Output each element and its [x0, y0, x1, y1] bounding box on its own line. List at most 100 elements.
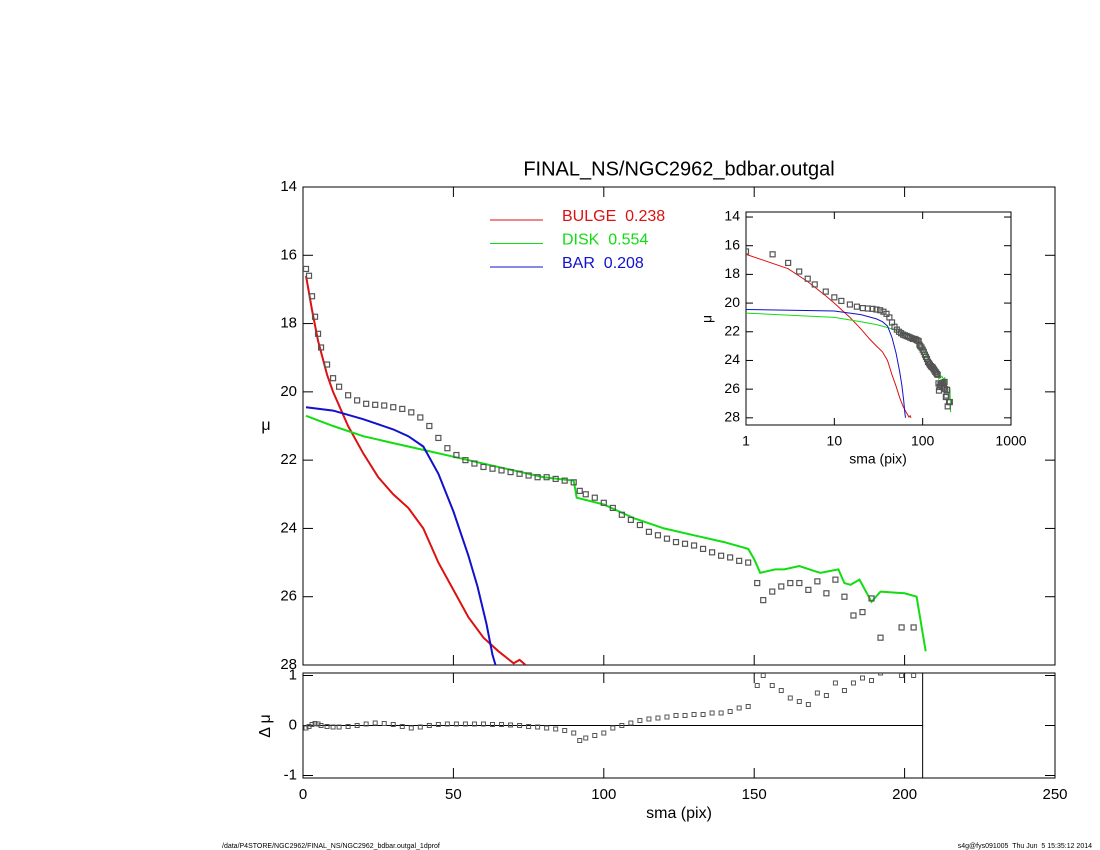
- data-point: [516, 470, 523, 477]
- data-point: [933, 370, 941, 378]
- residual-point: [841, 688, 847, 693]
- data-point: [314, 330, 322, 337]
- data-point: [769, 251, 776, 258]
- data-point: [838, 297, 845, 305]
- data-point: [372, 401, 379, 408]
- residual-point: [805, 702, 811, 707]
- residual-point: [318, 723, 324, 728]
- data-point: [841, 593, 848, 600]
- data-point: [853, 303, 860, 310]
- data-point: [534, 474, 541, 481]
- plot-frame: [745, 211, 1012, 426]
- y-tick-label: 16: [280, 246, 297, 263]
- x-tick-label: 10: [827, 433, 843, 449]
- y-tick-label: 28: [724, 409, 740, 425]
- residual-point: [444, 721, 450, 727]
- model-line: [305, 275, 527, 665]
- x-axis-label: sma (pix): [646, 805, 712, 822]
- residual-point: [508, 722, 514, 728]
- data-point: [543, 474, 550, 481]
- x-tick-label: 100: [911, 433, 935, 449]
- y-tick-label: 14: [724, 208, 740, 224]
- data-point: [778, 583, 785, 590]
- data-point: [877, 634, 884, 641]
- data-point: [727, 554, 734, 561]
- residual-point: [796, 699, 802, 704]
- residual-point: [390, 722, 396, 727]
- residual-point: [462, 721, 468, 727]
- residual-point: [490, 722, 496, 727]
- data-point: [561, 477, 568, 484]
- residual-point: [601, 730, 607, 736]
- residual-point: [850, 680, 856, 686]
- data-point: [636, 521, 643, 529]
- residual-point: [312, 721, 318, 726]
- y-tick-label: 0: [289, 716, 297, 733]
- residual-point: [700, 712, 706, 717]
- y-tick-label: 24: [724, 351, 740, 367]
- residual-point: [760, 673, 766, 678]
- residual-point: [336, 724, 342, 730]
- data-point: [381, 402, 388, 409]
- residual-point: [517, 723, 523, 728]
- data-point: [323, 361, 331, 368]
- residual-point: [480, 721, 486, 727]
- y-tick-label: 26: [724, 380, 740, 396]
- residual-point: [426, 723, 432, 728]
- model-line: [305, 414, 927, 652]
- residual-point: [769, 683, 775, 688]
- data-point: [869, 305, 876, 312]
- data-point: [769, 588, 776, 595]
- data-point: [335, 383, 343, 390]
- y-tick-label: 28: [280, 656, 297, 673]
- data-point: [859, 608, 866, 616]
- data-point: [868, 595, 875, 602]
- residual-point: [869, 678, 875, 683]
- data-point: [329, 375, 337, 382]
- plot-area: [303, 265, 927, 665]
- data-point: [873, 306, 880, 313]
- data-point: [681, 540, 689, 547]
- data-point: [941, 378, 948, 386]
- data-point: [746, 248, 750, 255]
- y-tick-label: 16: [724, 236, 740, 252]
- residual-point: [878, 673, 884, 676]
- residual-point: [345, 724, 351, 729]
- residual-point: [453, 721, 459, 727]
- y-tick-label: 20: [724, 294, 740, 310]
- data-point: [591, 494, 598, 501]
- residual-point: [899, 673, 905, 678]
- residual-point: [637, 718, 643, 723]
- data-point: [796, 268, 803, 275]
- x-tick-label: 50: [445, 786, 462, 803]
- data-point: [708, 549, 716, 556]
- data-point: [426, 422, 433, 430]
- x-tick-label: 150: [742, 786, 767, 803]
- data-point: [354, 397, 361, 404]
- data-point: [305, 272, 313, 279]
- data-point: [859, 305, 866, 312]
- residual-point: [709, 710, 715, 716]
- residual-point: [682, 713, 688, 718]
- data-point: [462, 457, 469, 464]
- data-point: [846, 301, 853, 308]
- data-point: [390, 404, 397, 411]
- data-point: [618, 511, 625, 518]
- y-tick-label: 18: [280, 315, 297, 332]
- y-tick-label: 24: [280, 519, 297, 536]
- data-point: [699, 545, 707, 553]
- data-point: [832, 576, 839, 583]
- residual-point: [562, 728, 568, 733]
- y-tick-label: 14: [280, 178, 297, 195]
- data-point: [785, 259, 792, 267]
- data-point: [822, 288, 829, 295]
- data-point: [489, 465, 496, 472]
- data-point: [942, 393, 949, 401]
- data-point: [453, 451, 460, 459]
- data-point: [745, 559, 752, 566]
- residual-point: [832, 680, 838, 686]
- x-tick-label: 100: [591, 786, 616, 803]
- footer-left: /data/P4STORE/NGC2962/FINAL_NS/NGC2962_b…: [222, 843, 440, 850]
- residual-point: [499, 722, 505, 727]
- y-tick-label: 22: [280, 451, 297, 468]
